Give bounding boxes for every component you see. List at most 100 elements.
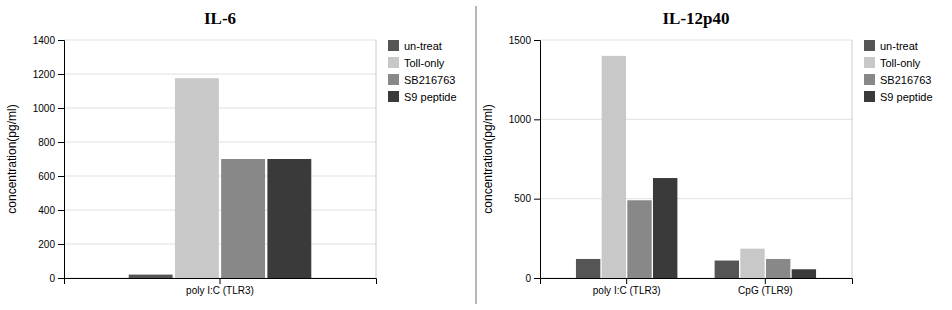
y-tick-mark [58, 142, 64, 143]
bar [715, 261, 739, 278]
legend-label: S9 peptide [880, 91, 933, 103]
y-tick-label: 1400 [33, 35, 56, 46]
y-axis-line [534, 41, 541, 279]
bar [627, 200, 651, 278]
y-tick-label: 1200 [33, 69, 56, 80]
bar [267, 159, 311, 278]
y-tick-label: 200 [38, 239, 55, 250]
y-tick-mark [58, 210, 64, 211]
legend: un-treat Toll-only SB216763 S9 peptide [864, 40, 933, 103]
chart-title: IL-12p40 [662, 9, 729, 28]
grid [540, 40, 852, 278]
grid-line [64, 74, 376, 75]
y-axis: 0 200 400 600 800 1000 1200 1400 [33, 35, 65, 284]
y-tick-label: 600 [38, 171, 55, 182]
bar [602, 56, 626, 278]
panel: 0 200 400 600 800 1000 1200 1400 poly I:C (TLR3)… [5, 9, 457, 296]
legend-item: un-treat [388, 40, 442, 52]
y-tick: 1400 [33, 35, 64, 46]
y-tick-label: 1500 [509, 35, 532, 46]
x-tick-label: CpG (TLR9) [738, 285, 792, 296]
legend: un-treat Toll-only SB216763 S9 peptide [388, 40, 457, 103]
legend-swatch [388, 40, 399, 51]
y-tick-mark [58, 40, 64, 41]
y-tick-mark [58, 244, 64, 245]
legend-item: S9 peptide [864, 91, 933, 103]
x-axis: poly I:C (TLR3) CpG (TLR9) [541, 278, 853, 296]
y-tick-mark [534, 278, 540, 279]
y-tick-mark [58, 278, 64, 279]
legend-label: Toll-only [404, 57, 445, 69]
legend-swatch [864, 91, 875, 102]
grid-line [540, 40, 852, 41]
legend-item: Toll-only [388, 57, 445, 69]
bar [653, 178, 677, 278]
legend-item: SB216763 [388, 74, 455, 86]
panel: 050010001500poly I:C (TLR3)CpG (TLR9)IL-… [481, 9, 933, 296]
y-tick-label: 0 [49, 273, 55, 284]
legend-label: un-treat [880, 40, 918, 52]
y-tick-label: 0 [525, 273, 531, 284]
grid-line [64, 142, 376, 143]
bar [792, 269, 816, 278]
y-tick-label: 1000 [509, 114, 532, 125]
grid-line [540, 119, 852, 120]
y-tick: 1200 [33, 69, 64, 80]
legend-item: Toll-only [864, 57, 921, 69]
x-tick-mark [626, 278, 627, 284]
x-axis-line [541, 279, 853, 285]
y-tick: 0 [49, 273, 64, 284]
y-tick-mark [534, 40, 540, 41]
figure: 0 200 400 600 800 1000 1200 1400 poly I:C (TLR3)… [0, 0, 952, 310]
x-tick: poly I:C (TLR3) [593, 278, 661, 296]
legend-swatch [388, 57, 399, 68]
bars [129, 78, 312, 278]
y-tick-label: 800 [38, 137, 55, 148]
legend-label: un-treat [404, 40, 442, 52]
legend-item: S9 peptide [388, 91, 457, 103]
legend-swatch [388, 91, 399, 102]
plot-frame [852, 40, 853, 278]
y-tick: 800 [38, 137, 64, 148]
y-tick-mark [58, 176, 64, 177]
chart-title: IL-6 [204, 9, 236, 28]
bar [129, 275, 173, 278]
x-tick-mark [765, 278, 766, 284]
bar [576, 259, 600, 278]
y-tick-mark [534, 119, 540, 120]
y-axis: 050010001500 [509, 35, 541, 284]
x-axis: poly I:C (TLR3) [65, 278, 377, 296]
legend-item: un-treat [864, 40, 918, 52]
legend-swatch [864, 40, 875, 51]
y-tick-mark [534, 199, 540, 200]
legend-swatch [388, 74, 399, 85]
y-tick-mark [58, 74, 64, 75]
legend-swatch [864, 74, 875, 85]
x-tick-label: poly I:C (TLR3) [593, 285, 661, 296]
legend-swatch [864, 57, 875, 68]
legend-item: SB216763 [864, 74, 931, 86]
y-tick-label: 1000 [33, 103, 56, 114]
y-tick: 1000 [33, 103, 64, 114]
x-tick-mark [220, 278, 221, 284]
grid-line [64, 176, 376, 177]
legend-label: Toll-only [880, 57, 921, 69]
legend-label: S9 peptide [404, 91, 457, 103]
grid-line [64, 210, 376, 211]
y-tick: 1500 [509, 35, 540, 46]
y-tick: 1000 [509, 114, 540, 125]
y-tick-mark [58, 108, 64, 109]
x-tick-label: poly I:C (TLR3) [186, 285, 254, 296]
bar [175, 78, 219, 278]
bar [221, 159, 265, 278]
y-tick: 600 [38, 171, 64, 182]
y-tick: 400 [38, 205, 64, 216]
grid-line [64, 108, 376, 109]
x-tick: CpG (TLR9) [738, 278, 792, 296]
divider [475, 6, 476, 304]
x-tick: poly I:C (TLR3) [186, 278, 254, 296]
legend-label: SB216763 [404, 74, 455, 86]
bar [766, 259, 790, 278]
y-axis-line [58, 41, 65, 279]
x-axis-line [65, 279, 377, 285]
